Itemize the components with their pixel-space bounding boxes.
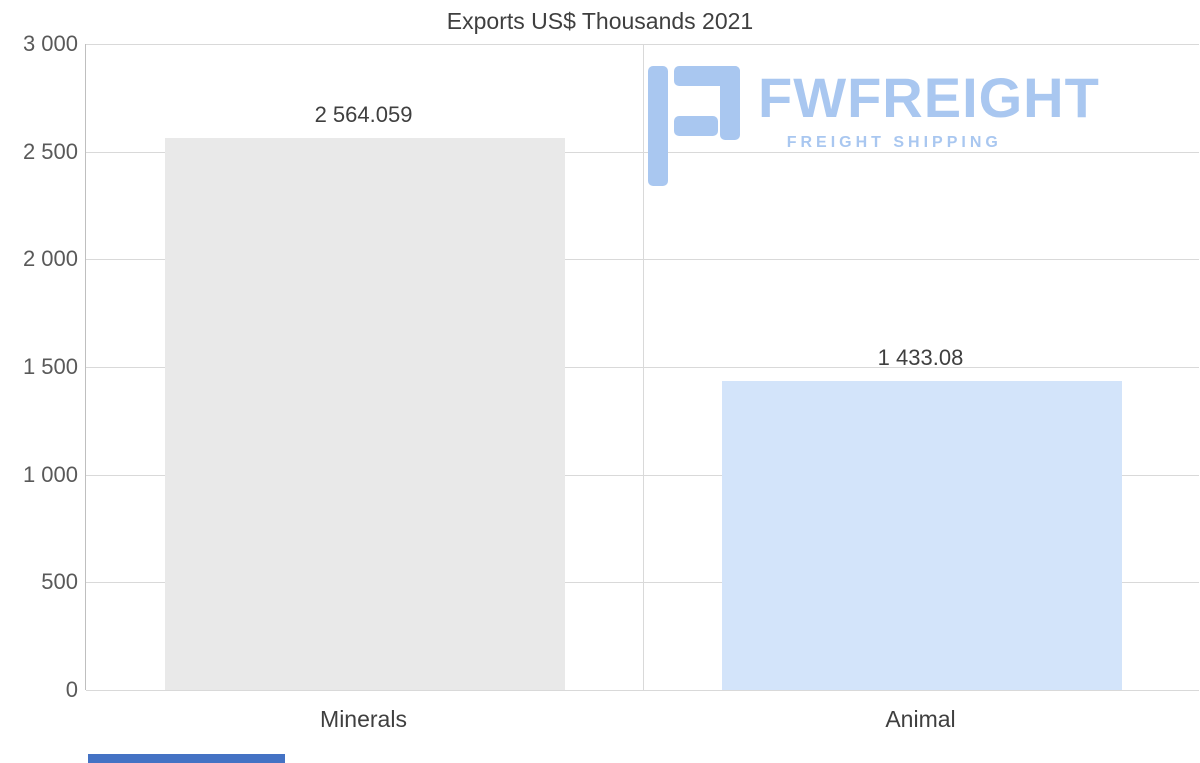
gridline: [86, 690, 1199, 691]
gridline: [86, 44, 1199, 45]
chart-title: Exports US$ Thousands 2021: [446, 8, 754, 34]
y-tick-label: 1 000: [22, 461, 78, 487]
fwfreight-logo-icon: [648, 66, 740, 186]
brand-watermark: FWFREIGHT FREIGHT SHIPPING: [648, 66, 1100, 186]
x-category-label: Animal: [885, 706, 956, 732]
brand-text-block: FWFREIGHT FREIGHT SHIPPING: [758, 66, 1100, 152]
y-tick-label: 1 500: [22, 354, 78, 379]
bar-value-label: 1 433.08: [877, 345, 964, 371]
y-tick-label: 2 000: [22, 246, 78, 272]
gridline: [86, 151, 1199, 153]
bar-value-label: 2 564.059: [314, 101, 413, 127]
gridline-vertical: [643, 44, 644, 690]
gridline: [86, 474, 1199, 476]
gridline: [86, 367, 1199, 368]
brand-tagline: FREIGHT SHIPPING: [786, 134, 1002, 151]
gridline: [86, 582, 1199, 584]
bar-minerals: [164, 137, 565, 690]
x-category-label: Minerals: [320, 706, 407, 732]
bottom-accent-bar: [88, 754, 285, 763]
bar-animal: [721, 381, 1122, 690]
y-tick-label: 3 000: [22, 31, 78, 56]
y-tick-label: 500: [41, 569, 78, 595]
y-tick-label: 0: [65, 677, 78, 702]
brand-name: FWFREIGHT: [758, 66, 1100, 129]
y-tick-label: 2 500: [22, 138, 78, 164]
plot-area: [85, 44, 1199, 691]
gridline: [86, 259, 1199, 261]
